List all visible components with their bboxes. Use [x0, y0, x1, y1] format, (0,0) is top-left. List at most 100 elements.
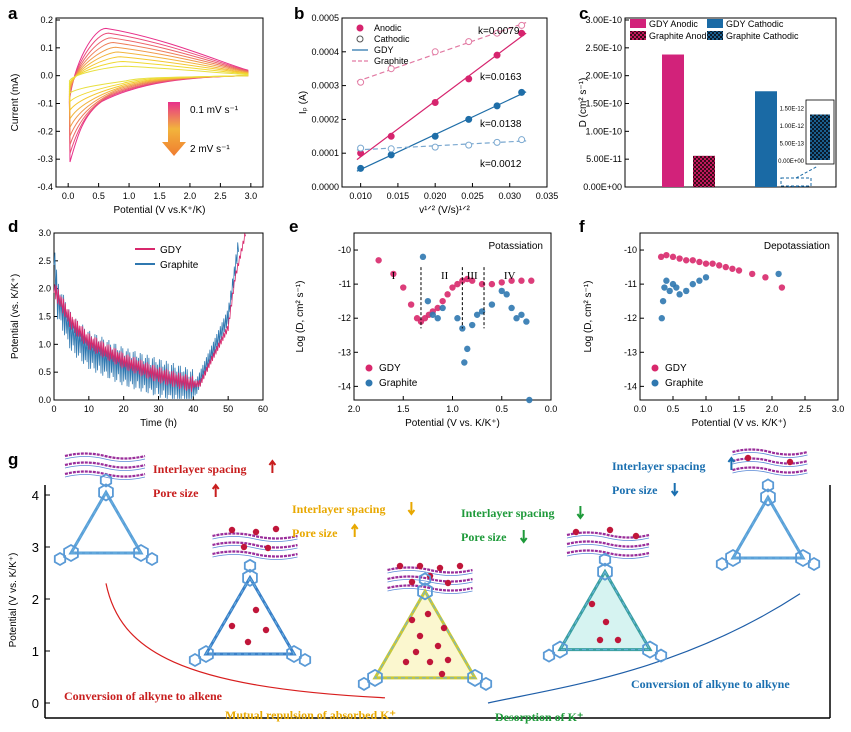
- cv-curve: [68, 65, 249, 94]
- data-point: [658, 315, 665, 322]
- cv-curve: [68, 27, 249, 163]
- data-point: [434, 315, 441, 322]
- y-tick-label: 0.0004: [311, 47, 339, 57]
- plot-frame: [639, 232, 839, 401]
- panel-b: b 0.010 0.015 0.020 0.025 0.030 0.035 0.0005 0.0…: [294, 4, 558, 216]
- data-point: [390, 270, 397, 278]
- data-point: [513, 315, 520, 322]
- x-tick-label: 0.035: [536, 191, 559, 201]
- data-point: [387, 151, 395, 159]
- layer-bond: [212, 545, 298, 551]
- k-ion: [596, 636, 604, 644]
- benzene-ring: [761, 478, 775, 493]
- y-tick-label: 0.5: [38, 367, 51, 377]
- legend-marker: [356, 24, 364, 32]
- legend-swatch: [707, 31, 723, 40]
- x-tick-label: 2.0: [348, 404, 361, 414]
- legend-label: Graphite: [374, 56, 409, 66]
- benzene-ring: [479, 676, 493, 691]
- data-point: [449, 284, 456, 291]
- y-tick-label: -14: [338, 381, 351, 391]
- k-ion: [228, 526, 236, 534]
- plot-frame: [624, 17, 837, 188]
- y-tick-label: 0.0002: [311, 114, 339, 124]
- y-tick-label: -14: [624, 381, 637, 391]
- layer-bond: [212, 554, 298, 560]
- layer-bond: [732, 461, 808, 467]
- x-axis-label: Potential (V vs. K/K⁺): [692, 418, 787, 429]
- x-tick-label: 60: [258, 404, 268, 414]
- annotation-label: Pore size: [153, 486, 199, 500]
- data-point: [387, 132, 395, 140]
- x-tick-label: 0.010: [349, 191, 372, 201]
- k-ion: [588, 600, 596, 608]
- data-point: [696, 277, 703, 284]
- k-ion: [426, 658, 434, 666]
- pore-fill: [375, 591, 475, 678]
- alkyne-bond: [559, 570, 651, 651]
- data-point: [493, 138, 501, 146]
- x-tick-label: 40: [188, 404, 198, 414]
- x-axis-label: v¹ᐟ² (V/s)¹ᐟ²: [419, 205, 470, 216]
- data-point: [498, 287, 505, 295]
- alkyne-bond: [70, 491, 142, 554]
- benzene-ring: [552, 640, 568, 659]
- data-point: [464, 345, 471, 353]
- data-point: [465, 75, 473, 83]
- legend-label: GDY Cathodic: [726, 19, 784, 29]
- k-ion: [264, 544, 272, 552]
- y-tick-label: 3.0: [38, 228, 51, 238]
- panel-label: f: [579, 217, 585, 236]
- benzene-ring: [198, 644, 214, 664]
- data-point: [526, 396, 533, 404]
- k-ion: [632, 532, 640, 540]
- y-tick-label: 4: [32, 488, 39, 503]
- annotation-label: Interlayer spacing: [153, 462, 246, 476]
- data-point: [673, 284, 680, 291]
- data-point: [657, 253, 665, 261]
- x-tick-label: 0.020: [424, 191, 447, 201]
- data-point: [518, 29, 526, 37]
- y-tick-label: 0: [32, 696, 39, 711]
- y-tick-label: -0.1: [37, 99, 53, 109]
- k-ion: [228, 622, 236, 630]
- y-tick-label: 2.00E-10: [585, 71, 622, 81]
- data-point: [498, 279, 505, 286]
- data-point: [465, 38, 473, 46]
- legend-label: Graphite: [665, 378, 704, 389]
- region-label: II: [441, 270, 449, 282]
- k-ion: [602, 618, 610, 626]
- legend-swatch: [630, 19, 646, 28]
- k-ion: [402, 658, 410, 666]
- k-ion: [416, 562, 424, 570]
- x-tick-label: 1.5: [397, 404, 410, 414]
- data-point: [375, 257, 382, 264]
- y-tick-label: -0.3: [37, 154, 53, 164]
- zoom-connector: [795, 165, 819, 179]
- data-point: [702, 274, 710, 281]
- data-point: [473, 311, 481, 318]
- k-ion: [416, 632, 424, 640]
- data-point: [439, 304, 446, 312]
- zoom-box: [780, 177, 812, 187]
- benzene-ring: [715, 556, 729, 572]
- x-tick-label: 2.5: [214, 191, 227, 201]
- k-ion: [396, 562, 404, 570]
- plot-frame: [341, 17, 548, 188]
- x-axis-label: Potential (V vs. K/K⁺): [405, 418, 500, 429]
- x-tick-label: 0.0: [62, 191, 75, 201]
- y-tick-label: 0.2: [40, 15, 53, 25]
- data-point: [508, 277, 515, 284]
- data-point: [518, 21, 526, 29]
- x-tick-label: 0.5: [92, 191, 105, 201]
- data-point: [709, 260, 716, 267]
- data-point: [729, 265, 736, 272]
- k-ion: [412, 648, 420, 656]
- y-tick-label: -11: [339, 279, 351, 289]
- gdy-trace: [53, 233, 246, 393]
- data-point: [459, 277, 466, 284]
- x-tick-label: 1.5: [153, 191, 166, 201]
- legend-label: GDY Anodic: [649, 19, 698, 29]
- benzene-ring: [725, 548, 741, 568]
- pore-fill: [560, 571, 650, 650]
